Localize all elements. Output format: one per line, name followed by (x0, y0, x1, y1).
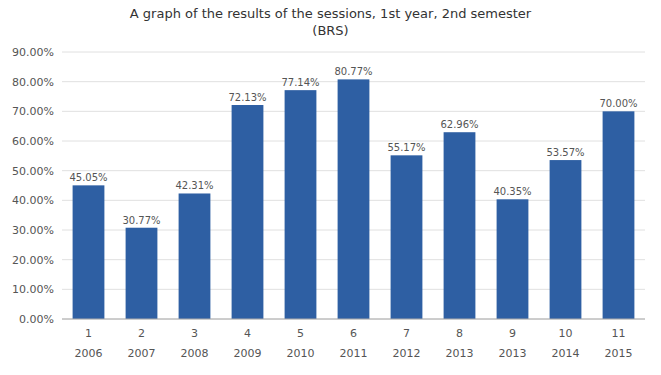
bar (603, 111, 635, 319)
y-tick-label: 40.00% (12, 194, 54, 207)
title: A graph of the results of the sessions, … (130, 6, 532, 38)
data-label: 45.05% (69, 172, 107, 183)
y-tick-label: 30.00% (12, 224, 54, 237)
grid-line (62, 319, 645, 320)
data-label: 53.57% (546, 147, 584, 158)
year-label: 2008 (181, 347, 209, 360)
x-tick-label: 2 (138, 327, 145, 340)
y-tick-label: 50.00% (12, 165, 54, 178)
x-tick-label: 9 (509, 327, 516, 340)
bar (338, 79, 370, 319)
y-tick-label: 60.00% (12, 135, 54, 148)
x-tick-label: 5 (297, 327, 304, 340)
y-tick-label: 0.00% (19, 313, 54, 326)
data-label: 80.77% (334, 66, 372, 77)
y-tick-label: 70.00% (12, 105, 54, 118)
data-label: 70.00% (599, 98, 637, 109)
data-label: 55.17% (387, 142, 425, 153)
bar (126, 228, 158, 319)
x-tick-label: 4 (244, 327, 251, 340)
x-tick-label: 8 (456, 327, 463, 340)
data-label: 77.14% (281, 77, 319, 88)
data-label: 62.96% (440, 119, 478, 130)
year-label: 2012 (393, 347, 421, 360)
year-label: 2009 (234, 347, 262, 360)
grid (62, 52, 645, 319)
grid-line (62, 52, 645, 53)
y-tick-label: 90.00% (12, 46, 54, 59)
year-label: 2007 (128, 347, 156, 360)
year-label: 2011 (340, 347, 368, 360)
year-label: 2013 (446, 347, 474, 360)
x-tick-label: 3 (191, 327, 198, 340)
x-tick-label: 10 (559, 327, 573, 340)
bar (73, 185, 105, 319)
x-tick-label: 7 (403, 327, 410, 340)
x-tick-label: 1 (85, 327, 92, 340)
bar (550, 160, 582, 319)
bar (285, 90, 317, 319)
title-line: (BRS) (312, 23, 348, 38)
data-label: 30.77% (122, 215, 160, 226)
y-tick-label: 20.00% (12, 254, 54, 267)
year-label: 2013 (499, 347, 527, 360)
year-label: 2010 (287, 347, 315, 360)
x-axis-line (62, 319, 645, 320)
bar (497, 199, 529, 319)
data-label: 72.13% (228, 92, 266, 103)
title-line: A graph of the results of the sessions, … (130, 6, 532, 21)
year-label: 2014 (552, 347, 580, 360)
bar (232, 105, 264, 319)
chart: A graph of the results of the sessions, … (0, 0, 661, 375)
bar (391, 155, 423, 319)
bar (444, 132, 476, 319)
year-label: 2006 (75, 347, 103, 360)
x-tick-label: 11 (612, 327, 626, 340)
data-label: 42.31% (175, 180, 213, 191)
y-tick-label: 80.00% (12, 76, 54, 89)
bar (179, 193, 211, 319)
x-tick-label: 6 (350, 327, 357, 340)
year-label: 2015 (605, 347, 633, 360)
data-label: 40.35% (493, 186, 531, 197)
y-tick-label: 10.00% (12, 283, 54, 296)
bars (73, 79, 635, 319)
